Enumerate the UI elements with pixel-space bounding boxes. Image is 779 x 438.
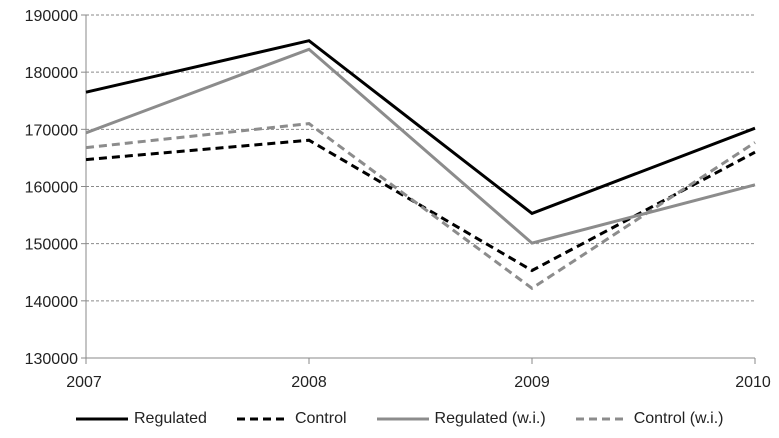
series-line-regulated-w-i: [85, 47, 756, 245]
legend-item: Regulated: [76, 410, 207, 428]
y-tick-label: 160000: [25, 180, 78, 197]
legend-item: Control: [236, 410, 347, 428]
legend: Regulated Control Regulated (w.i.) Control …: [0, 404, 779, 434]
series-line-control: [85, 138, 756, 273]
legend-swatch: [76, 417, 128, 421]
x-tick-label: 2010: [735, 374, 771, 391]
y-tick-label: 180000: [25, 65, 78, 82]
y-tick-label: 130000: [25, 351, 78, 368]
gridlines: [86, 14, 755, 302]
legend-swatch: [236, 417, 289, 421]
series-lines: [85, 39, 756, 291]
legend-label: Control: [294, 410, 347, 427]
y-tick-label: 140000: [25, 294, 78, 311]
axes: [81, 14, 756, 364]
y-tick-label: 150000: [25, 237, 78, 254]
tick-labels: 130000 140000 150000 160000 170000 180000 1900…: [25, 8, 771, 391]
legend-label: Control (w.i.): [633, 410, 724, 427]
legend-label: Regulated (w.i.): [434, 410, 546, 427]
x-tick-label: 2008: [291, 374, 327, 391]
x-tick-label: 2009: [514, 374, 550, 391]
y-tick-label: 190000: [25, 8, 78, 25]
legend-swatch: [575, 417, 628, 421]
legend-item: Control (w.i.): [575, 410, 724, 428]
x-tick-label: 2007: [66, 374, 102, 391]
legend-item: Regulated (w.i.): [376, 410, 546, 428]
legend-swatch: [376, 417, 429, 421]
legend-label: Regulated: [134, 410, 207, 427]
series-line-regulated: [85, 39, 756, 216]
y-tick-label: 170000: [25, 122, 78, 139]
